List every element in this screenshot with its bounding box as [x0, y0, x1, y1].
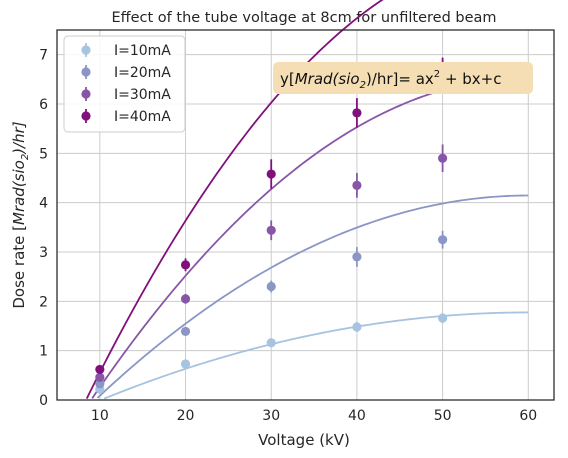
x-tick-labels: 10 20 30 40 50 60 [91, 408, 537, 424]
data-point [95, 364, 105, 375]
data-point [438, 235, 448, 245]
data-point [352, 322, 362, 332]
legend-marker [81, 111, 91, 121]
x-tick-label: 10 [91, 408, 109, 424]
data-point [180, 294, 191, 304]
data-point [266, 169, 276, 179]
y-tick-label: 1 [39, 344, 48, 360]
legend: I=10mA I=20mA I=30mA I=40mA [63, 35, 186, 133]
x-tick-label: 20 [177, 408, 195, 424]
y-tick-label: 6 [39, 97, 48, 113]
plot-frame [56, 29, 555, 401]
y-tick-label: 3 [39, 245, 48, 261]
x-tick-label: 30 [262, 408, 280, 424]
y-axis-label: Dose rate [Mrad(sio2)/hr] [10, 121, 31, 308]
data-point [180, 359, 191, 369]
y-tick-label: 0 [39, 393, 48, 409]
data-point [180, 326, 191, 337]
legend-label: I=10mA [114, 43, 171, 59]
x-tick-label: 60 [519, 408, 537, 424]
legend-label: I=20mA [114, 65, 171, 81]
y-tick-label: 4 [39, 196, 48, 212]
data-point [266, 225, 276, 235]
equation-annotation: y[Mrad(sio2)/hr]= ax2 + bx+c [273, 62, 533, 94]
annotation-text: y[Mrad(sio2)/hr]= ax2 + bx+c [280, 69, 502, 91]
fit-curve-2 [96, 194, 529, 399]
legend-marker [81, 89, 91, 99]
data-point [266, 281, 276, 292]
data-point [438, 153, 448, 163]
x-axis-label: Voltage (kV) [258, 431, 350, 449]
legend-box [63, 35, 186, 133]
data-point [95, 372, 105, 382]
annotation-box [273, 62, 533, 94]
data-point [180, 260, 191, 270]
chart-title: Effect of the tube voltage at 8cm for un… [111, 10, 496, 26]
x-tick-label: 40 [348, 408, 366, 424]
x-tick-label: 50 [434, 408, 452, 424]
data-point [95, 379, 105, 389]
data-point [352, 252, 362, 262]
data-point [266, 338, 276, 348]
data-point [352, 180, 362, 190]
y-tick-labels: 0 1 2 3 4 5 6 7 [39, 48, 48, 409]
legend-label: I=30mA [114, 87, 171, 103]
y-tick-label: 2 [39, 294, 48, 310]
y-tick-label: 7 [39, 48, 48, 64]
data-point [438, 313, 448, 323]
legend-label: I=40mA [114, 109, 171, 125]
fit-curve-1 [103, 311, 529, 400]
data-point [352, 108, 362, 118]
legend-marker [81, 45, 91, 55]
y-tick-label: 5 [39, 146, 48, 162]
legend-marker [81, 67, 91, 77]
